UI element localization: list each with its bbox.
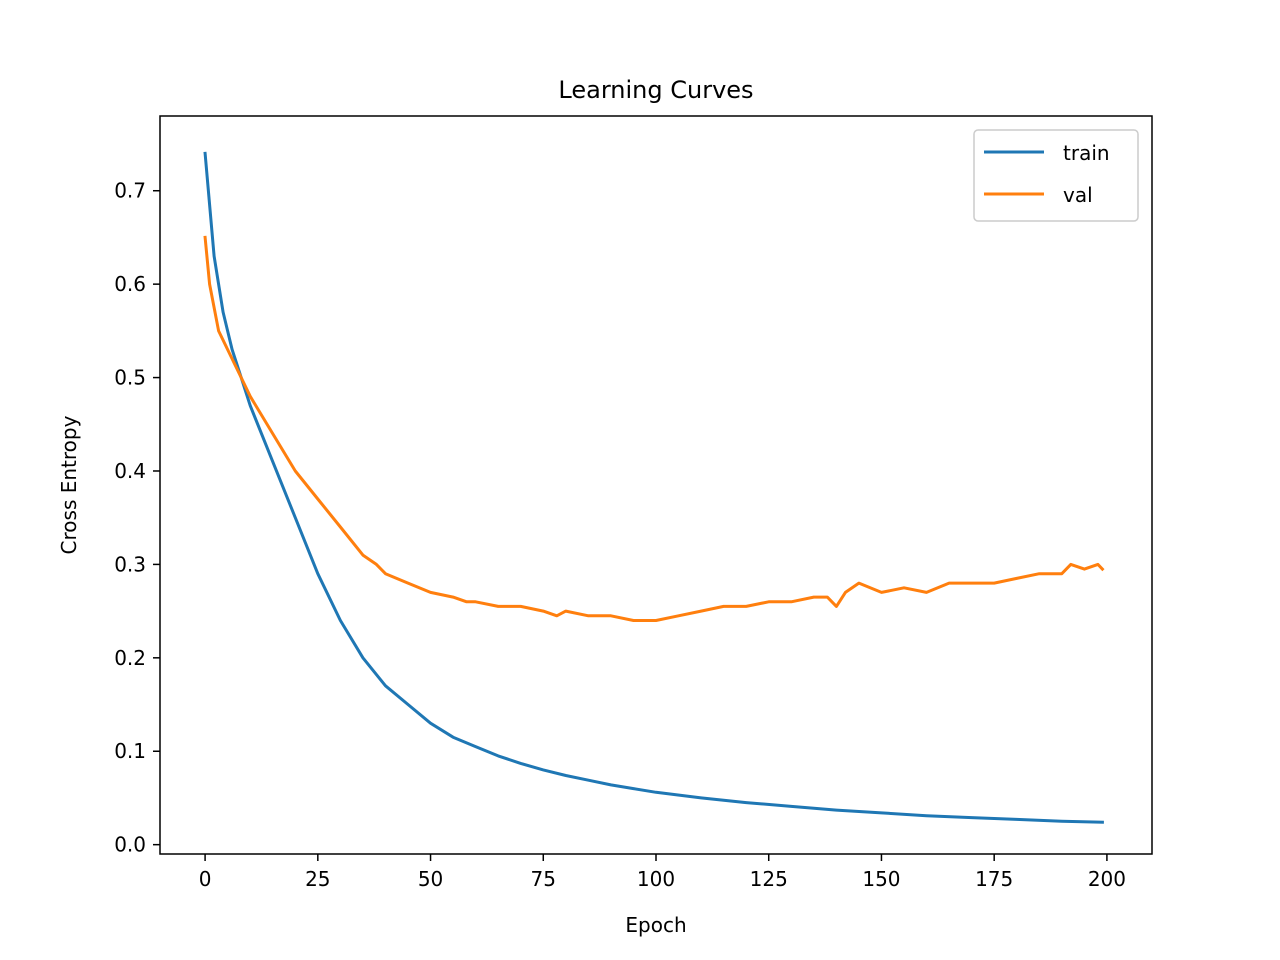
y-tick-label: 0.6 xyxy=(114,272,146,296)
y-tick-label: 0.7 xyxy=(114,179,146,203)
y-tick-label: 0.3 xyxy=(114,552,146,576)
x-tick-label: 100 xyxy=(637,867,675,891)
x-tick-label: 75 xyxy=(531,867,556,891)
y-axis-label: Cross Entropy xyxy=(57,415,81,554)
x-tick-label: 50 xyxy=(418,867,443,891)
series-line-val xyxy=(203,235,1105,622)
y-axis-ticks: 0.0 0.1 0.2 0.3 0.4 0.5 0.6 0.7 xyxy=(114,179,160,857)
y-tick-label: 0.1 xyxy=(114,739,146,763)
legend-box xyxy=(973,129,1139,222)
x-tick-label: 125 xyxy=(750,867,788,891)
legend-label-train: train xyxy=(1063,141,1110,165)
x-tick-label: 0 xyxy=(199,867,212,891)
x-tick-label: 25 xyxy=(305,867,330,891)
x-tick-label: 175 xyxy=(975,867,1013,891)
x-axis-ticks: 0 25 50 75 100 125 150 175 200 xyxy=(199,854,1126,891)
y-tick-label: 0.5 xyxy=(114,366,146,390)
series-line-train xyxy=(203,151,1104,824)
y-tick-label: 0.2 xyxy=(114,646,146,670)
x-tick-label: 150 xyxy=(862,867,900,891)
x-axis-label: Epoch xyxy=(625,913,686,937)
plot-lines xyxy=(203,151,1105,824)
legend: train val xyxy=(973,129,1139,222)
x-tick-label: 200 xyxy=(1088,867,1126,891)
y-tick-label: 0.4 xyxy=(114,459,146,483)
y-tick-label: 0.0 xyxy=(114,833,146,857)
legend-label-val: val xyxy=(1063,183,1093,207)
chart-title: Learning Curves xyxy=(558,76,753,104)
